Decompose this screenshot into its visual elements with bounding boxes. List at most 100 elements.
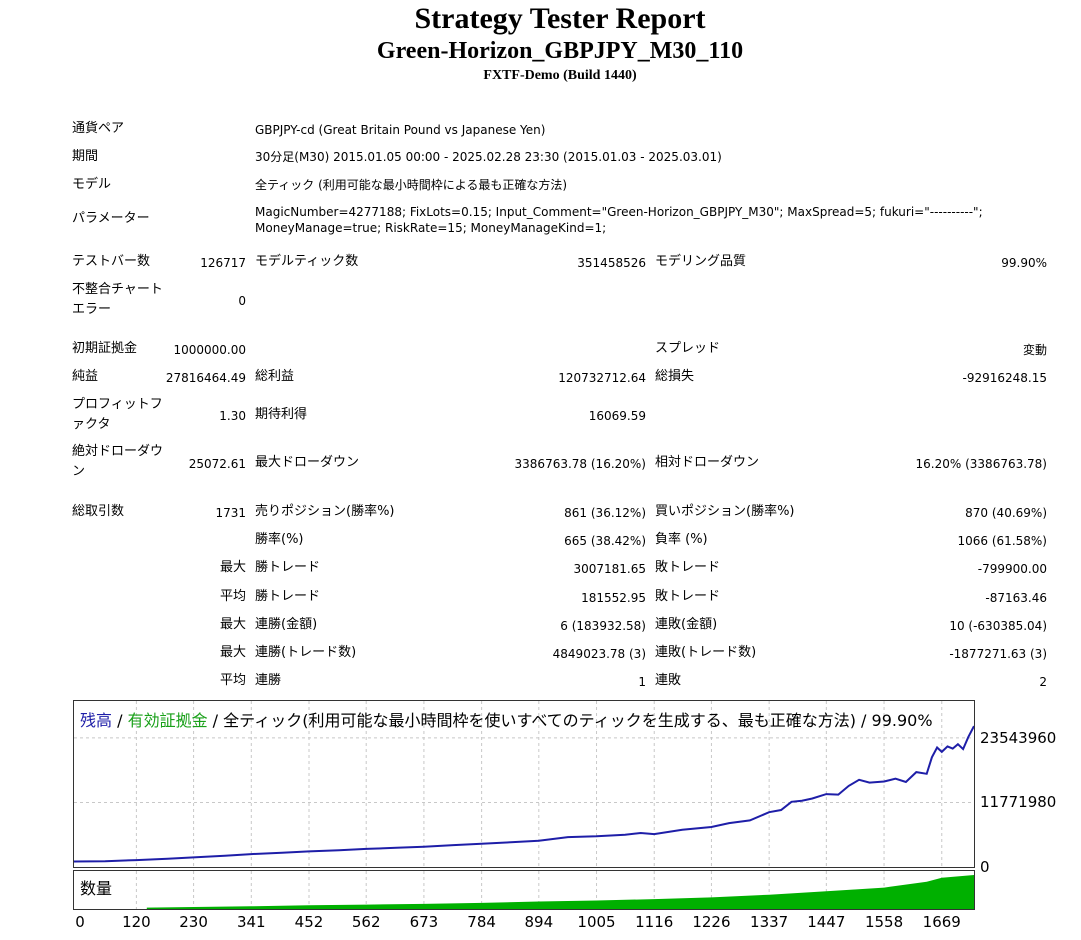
ticks-label: モデルティック数 bbox=[255, 254, 359, 269]
x-tick-label: 452 bbox=[294, 913, 324, 931]
deposit-value: 1000000.00 bbox=[173, 343, 246, 357]
model-value: 全ティック (利用可能な最小時間枠による最も正確な方法) bbox=[255, 178, 568, 192]
x-tick-label: 120 bbox=[122, 913, 151, 931]
abs-dd-label-2: ン bbox=[72, 464, 86, 479]
largest-loss-label: 敗トレード bbox=[655, 560, 721, 575]
pair-label: 通貨ペア bbox=[72, 121, 125, 136]
x-tick-label: 1447 bbox=[807, 913, 846, 931]
cons-win-count-value: 4849023.78 (3) bbox=[552, 647, 646, 661]
net-label: 純益 bbox=[72, 369, 99, 384]
largest-prefix: 最大 bbox=[219, 560, 246, 575]
x-tick-label: 1337 bbox=[750, 913, 789, 931]
x-tick-label: 1226 bbox=[692, 913, 731, 931]
x-tick-label: 1669 bbox=[922, 913, 961, 931]
legend-balance: 残高 bbox=[80, 711, 113, 730]
mismatch-label-2: エラー bbox=[72, 302, 112, 317]
x-tick-label: 341 bbox=[236, 913, 266, 931]
x-tick-label: 230 bbox=[179, 913, 208, 931]
avg-loss-value: -87163.46 bbox=[985, 591, 1047, 605]
gross-loss-value: -92916248.15 bbox=[962, 371, 1048, 385]
cons-win-money-value: 6 (183932.58) bbox=[560, 619, 646, 633]
x-tick-label: 1005 bbox=[577, 913, 616, 931]
max-dd-value: 3386763.78 (16.20%) bbox=[514, 457, 646, 471]
net-value: 27816464.49 bbox=[165, 371, 246, 385]
avg-cons-win-label: 連勝 bbox=[255, 673, 282, 688]
volume-chart-plot bbox=[135, 871, 974, 909]
pf-value: 1.30 bbox=[219, 409, 246, 423]
trades-label: 総取引数 bbox=[72, 504, 125, 519]
loss-label: 負率 (%) bbox=[655, 532, 708, 547]
pf-label-1: プロフィットフ bbox=[72, 397, 163, 412]
period-label: 期間 bbox=[72, 149, 99, 164]
x-tick-label: 784 bbox=[467, 913, 496, 931]
balance-chart: 残高 / 有効証拠金 / 全ティック(利用可能な最小時間枠を使いすべてのティック… bbox=[73, 700, 975, 868]
y-tick-label: 11771980 bbox=[980, 793, 1057, 812]
spread-value: 変動 bbox=[1022, 343, 1047, 357]
y-tick-label: 23543960 bbox=[980, 728, 1057, 747]
abs-dd-label-1: 絶対ドローダウ bbox=[72, 444, 164, 459]
legend-model-quality: / 全ティック(利用可能な最小時間枠を使いすべてのティックを生成する、最も正確な… bbox=[207, 711, 933, 730]
long-value: 870 (40.69%) bbox=[965, 506, 1047, 520]
loss-value: 1066 (61.58%) bbox=[957, 534, 1047, 548]
volume-area bbox=[146, 875, 974, 909]
x-tick-label: 894 bbox=[524, 913, 554, 931]
legend-separator: / bbox=[112, 711, 128, 730]
chart-legend: 残高 / 有効証拠金 / 全ティック(利用可能な最小時間枠を使いすべてのティック… bbox=[80, 707, 933, 731]
cons-loss-count-label: 連敗(トレード数) bbox=[655, 645, 757, 660]
report-subtitle: Green-Horizon_GBPJPY_M30_110 bbox=[376, 38, 744, 64]
cons-loss-money-label: 連敗(金額) bbox=[655, 617, 718, 632]
max-cons-money-prefix: 最大 bbox=[219, 617, 246, 632]
params-line-2: MoneyManage=true; RiskRate=15; MoneyMana… bbox=[255, 221, 607, 235]
spread-label: スプレッド bbox=[655, 341, 721, 356]
short-value: 861 (36.12%) bbox=[564, 506, 646, 520]
long-label: 買いポジション(勝率%) bbox=[655, 504, 795, 519]
avg-cons-loss-value: 2 bbox=[1039, 675, 1047, 689]
rel-dd-label: 相対ドローダウン bbox=[655, 455, 760, 470]
quality-label: モデリング品質 bbox=[655, 254, 747, 269]
cons-win-count-label: 連勝(トレード数) bbox=[255, 645, 357, 660]
max-cons-count-prefix: 最大 bbox=[219, 645, 246, 660]
balance-chart-plot bbox=[73, 701, 975, 867]
pair-value: GBPJPY-cd (Great Britain Pound vs Japane… bbox=[255, 123, 546, 137]
mismatch-value: 0 bbox=[238, 294, 246, 308]
short-label: 売りポジション(勝率%) bbox=[255, 504, 395, 519]
largest-win-value: 3007181.65 bbox=[573, 562, 646, 576]
expected-label: 期待利得 bbox=[255, 407, 308, 422]
period-value: 30分足(M30) 2015.01.05 00:00 - 2025.02.28 … bbox=[255, 150, 722, 164]
average-prefix: 平均 bbox=[219, 589, 246, 604]
report-title: Strategy Tester Report bbox=[414, 2, 706, 35]
model-label: モデル bbox=[72, 177, 112, 192]
volume-chart: 数量 bbox=[73, 870, 975, 910]
gross-profit-value: 120732712.64 bbox=[558, 371, 646, 385]
avg-win-label: 勝トレード bbox=[255, 589, 321, 604]
abs-dd-value: 25072.61 bbox=[188, 457, 246, 471]
deposit-label: 初期証拠金 bbox=[72, 341, 138, 356]
avg-cons-win-value: 1 bbox=[638, 675, 646, 689]
avg-win-value: 181552.95 bbox=[581, 591, 646, 605]
volume-label: 数量 bbox=[80, 879, 113, 898]
y-tick-label: 0 bbox=[980, 858, 990, 876]
mismatch-label-1: 不整合チャート bbox=[72, 282, 163, 297]
pf-label-2: ァクタ bbox=[72, 417, 111, 432]
x-tick-label: 1558 bbox=[864, 913, 904, 931]
bars-value: 126717 bbox=[200, 256, 246, 270]
gross-loss-label: 総損失 bbox=[655, 369, 695, 384]
gross-profit-label: 総利益 bbox=[255, 369, 295, 384]
x-tick-label: 673 bbox=[409, 913, 439, 931]
max-dd-label: 最大ドローダウン bbox=[255, 455, 360, 470]
avg-cons-loss-label: 連敗 bbox=[655, 673, 682, 688]
avg-loss-label: 敗トレード bbox=[655, 589, 721, 604]
bars-label: テストバー数 bbox=[72, 254, 151, 269]
expected-value: 16069.59 bbox=[588, 409, 646, 423]
balance-line bbox=[73, 725, 975, 863]
largest-loss-value: -799900.00 bbox=[977, 562, 1047, 576]
ticks-value: 351458526 bbox=[577, 256, 646, 270]
rel-dd-value: 16.20% (3386763.78) bbox=[915, 457, 1047, 471]
legend-equity: 有効証拠金 bbox=[127, 711, 208, 730]
x-tick-label: 1116 bbox=[635, 913, 674, 931]
win-value: 665 (38.42%) bbox=[564, 534, 646, 548]
report-build: FXTF-Demo (Build 1440) bbox=[483, 68, 637, 83]
x-tick-label: 562 bbox=[351, 913, 381, 931]
trades-value: 1731 bbox=[215, 506, 246, 520]
cons-win-money-label: 連勝(金額) bbox=[255, 617, 318, 632]
